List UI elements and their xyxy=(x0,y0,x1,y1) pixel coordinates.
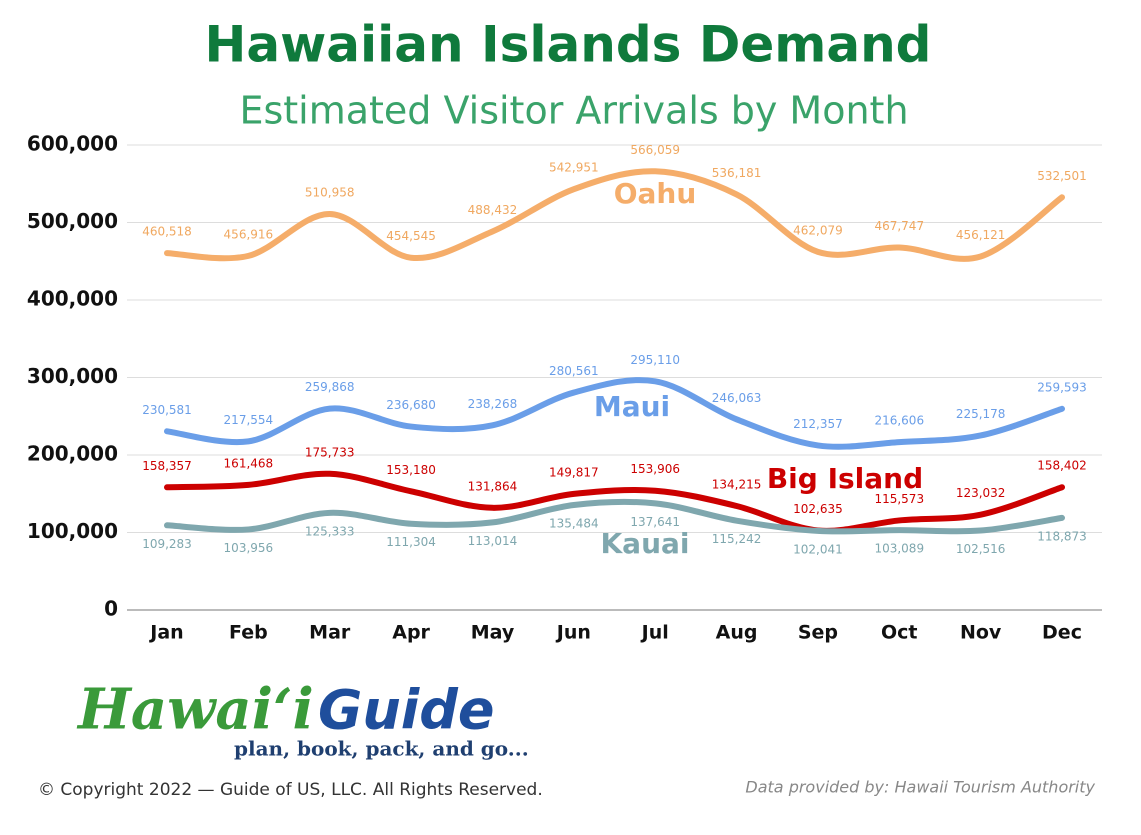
data-label: 118,873 xyxy=(1037,529,1087,543)
data-label: 111,304 xyxy=(386,535,436,549)
data-label: 131,864 xyxy=(468,479,518,493)
series-label: Maui xyxy=(594,390,670,423)
y-tick-label: 0 xyxy=(104,597,118,621)
x-tick-label: Dec xyxy=(1042,622,1082,644)
data-label: 460,518 xyxy=(142,225,192,239)
series-line xyxy=(164,498,1065,535)
data-label: 566,059 xyxy=(630,143,680,157)
data-label: 456,916 xyxy=(224,227,274,241)
data-label: 259,868 xyxy=(305,380,355,394)
data-label: 137,641 xyxy=(630,515,680,529)
data-label: 536,181 xyxy=(712,166,762,180)
y-tick-label: 500,000 xyxy=(27,209,118,233)
data-label: 230,581 xyxy=(142,403,192,417)
chart-subtitle: Estimated Visitor Arrivals by Month xyxy=(239,89,908,133)
data-label: 216,606 xyxy=(874,414,924,428)
y-tick-label: 300,000 xyxy=(27,364,118,388)
logo-brand-right: Guide xyxy=(318,679,495,742)
x-tick-label: Feb xyxy=(229,622,268,644)
data-label: 149,817 xyxy=(549,465,599,479)
data-label: 462,079 xyxy=(793,223,843,237)
data-label: 153,180 xyxy=(386,463,436,477)
data-label: 125,333 xyxy=(305,524,355,538)
series-line xyxy=(164,377,1065,450)
data-label: 158,357 xyxy=(142,459,192,473)
series-label: Kauai xyxy=(600,527,689,560)
data-label: 532,501 xyxy=(1037,169,1087,183)
data-label: 102,041 xyxy=(793,542,843,556)
data-label: 454,545 xyxy=(386,229,436,243)
series-label: Big Island xyxy=(767,462,923,495)
data-label: 542,951 xyxy=(549,161,599,175)
y-tick-label: 200,000 xyxy=(27,442,118,466)
data-label: 113,014 xyxy=(468,534,518,548)
series-line xyxy=(164,168,1065,262)
x-tick-label: Jun xyxy=(555,622,591,644)
data-label: 102,635 xyxy=(793,502,843,516)
data-label: 280,561 xyxy=(549,364,599,378)
x-tick-label: Aug xyxy=(716,622,758,644)
series-label: Oahu xyxy=(614,177,697,210)
x-tick-label: Sep xyxy=(798,622,838,644)
data-label: 295,110 xyxy=(630,353,680,367)
data-label: 134,215 xyxy=(712,477,762,491)
data-label: 135,484 xyxy=(549,516,599,530)
data-label: 225,178 xyxy=(956,407,1006,421)
data-label: 115,573 xyxy=(874,492,924,506)
y-tick-label: 600,000 xyxy=(27,132,118,156)
data-label: 456,121 xyxy=(956,228,1006,242)
x-tick-label: Nov xyxy=(960,622,1002,644)
data-label: 115,242 xyxy=(712,532,762,546)
data-label: 161,468 xyxy=(224,456,274,470)
data-label: 212,357 xyxy=(793,417,843,431)
data-label: 123,032 xyxy=(956,486,1006,500)
chart-title: Hawaiian Islands Demand xyxy=(205,16,932,74)
logo: Hawaiʻi Guide plan, book, pack, and go..… xyxy=(76,677,529,761)
data-label: 102,516 xyxy=(956,542,1006,556)
x-tick-label: Apr xyxy=(392,622,430,644)
x-tick-label: Jan xyxy=(148,622,183,644)
x-tick-label: May xyxy=(471,622,515,644)
data-label: 103,089 xyxy=(874,542,924,556)
data-label: 238,268 xyxy=(468,397,518,411)
copyright: © Copyright 2022 — Guide of US, LLC. All… xyxy=(38,780,543,800)
data-label: 109,283 xyxy=(142,537,192,551)
x-tick-label: Oct xyxy=(881,622,918,644)
data-label: 158,402 xyxy=(1037,459,1087,473)
data-label: 246,063 xyxy=(712,391,762,405)
data-label: 217,554 xyxy=(224,413,274,427)
y-tick-label: 100,000 xyxy=(27,519,118,543)
logo-tagline: plan, book, pack, and go... xyxy=(234,737,529,761)
source-note: Data provided by: Hawaii Tourism Authori… xyxy=(745,778,1095,797)
y-tick-label: 400,000 xyxy=(27,287,118,311)
data-label: 175,733 xyxy=(305,445,355,459)
data-label: 236,680 xyxy=(386,398,436,412)
logo-brand-left: Hawaiʻi xyxy=(76,677,314,743)
series-line xyxy=(164,470,1065,534)
data-label: 510,958 xyxy=(305,186,355,200)
data-label: 103,956 xyxy=(224,541,274,555)
x-tick-label: Jul xyxy=(640,622,669,644)
data-label: 467,747 xyxy=(874,219,924,233)
data-label: 259,593 xyxy=(1037,380,1087,394)
data-label: 153,906 xyxy=(630,462,680,476)
data-label: 488,432 xyxy=(468,203,518,217)
x-tick-label: Mar xyxy=(309,622,351,644)
